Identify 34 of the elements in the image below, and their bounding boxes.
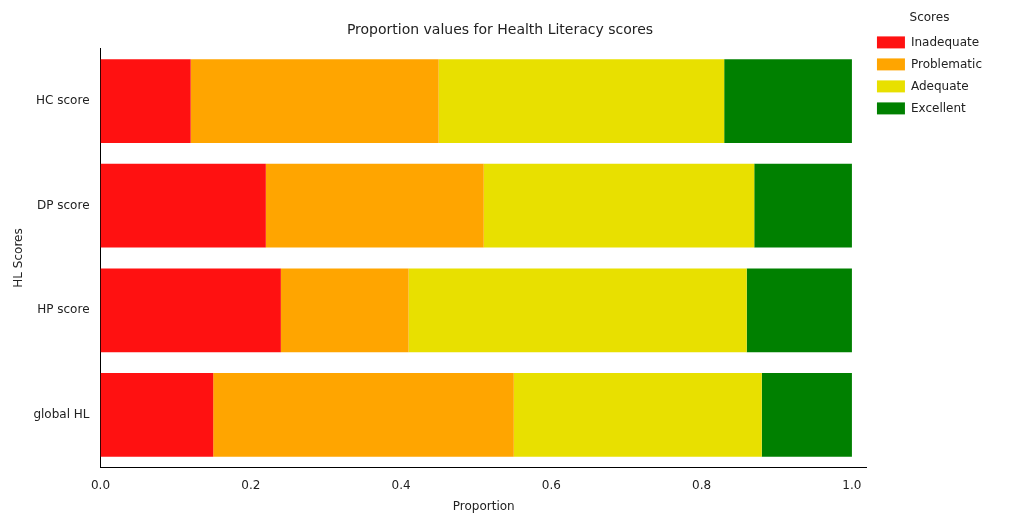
bar xyxy=(190,59,439,143)
bar xyxy=(100,59,191,143)
bar xyxy=(754,163,852,248)
x-tick-label: 0.0 xyxy=(90,477,111,492)
y-tick-label: HC score xyxy=(36,93,90,108)
bar xyxy=(100,268,281,353)
y-tick-label: HP score xyxy=(37,302,90,317)
y-tick-label: global HL xyxy=(33,407,90,422)
x-tick-label: 0.8 xyxy=(692,477,712,492)
x-axis-title: Proportion xyxy=(452,498,515,513)
bar xyxy=(100,163,266,248)
x-tick-label: 0.6 xyxy=(541,477,561,492)
y-axis-title: HL Scores xyxy=(11,228,26,288)
x-tick-label: 0.2 xyxy=(241,477,261,492)
bar xyxy=(513,373,762,457)
bar xyxy=(213,373,514,457)
legend-label: Excellent xyxy=(910,100,967,115)
chart-title: Proportion values for Health Literacy scores xyxy=(346,21,654,38)
x-tick-label: 1.0 xyxy=(842,477,862,492)
bar xyxy=(265,163,484,248)
legend-title: Scores xyxy=(909,10,950,25)
bar xyxy=(746,268,852,353)
bar xyxy=(483,163,755,248)
legend-label: Adequate xyxy=(910,78,969,93)
legend-label: Problematic xyxy=(910,56,983,71)
bar xyxy=(280,268,409,353)
x-tick-label: 0.4 xyxy=(391,477,411,492)
bar xyxy=(438,59,725,143)
bar xyxy=(761,373,852,457)
legend-label: Inadequate xyxy=(910,34,980,49)
bar xyxy=(100,373,214,457)
y-tick-label: DP score xyxy=(36,197,90,212)
bar xyxy=(724,59,852,143)
bar xyxy=(408,268,747,353)
